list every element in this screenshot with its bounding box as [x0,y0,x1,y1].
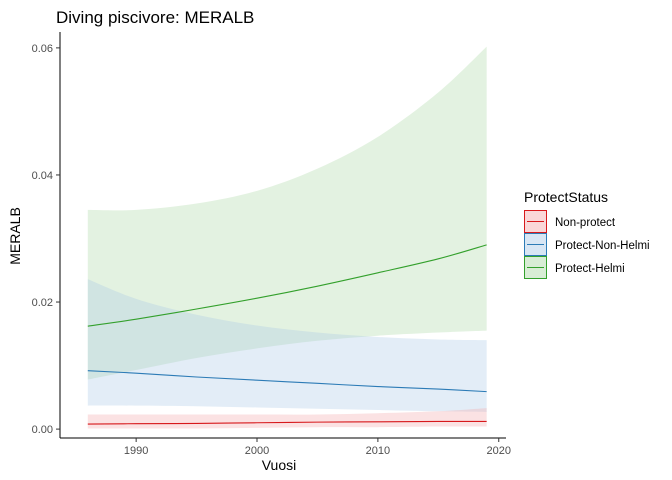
x-tick-label: 2020 [487,445,511,457]
y-tick-label: 0.04 [32,170,53,182]
y-tick-label: 0.00 [32,424,53,436]
x-tick-label: 2010 [366,445,390,457]
ribbon-protect-non-helmi [87,279,487,412]
line-protect-non-helmi [87,370,487,393]
line-protect-helmi [87,244,487,327]
ribbon-protect-helmi [87,46,487,380]
axes: 1990 2000 2010 2020 0.00 0.02 0.04 0.06 [32,32,511,457]
y-tick-label: 0.06 [32,43,53,55]
x-tick-label: 2000 [245,445,269,457]
series-lines [87,244,487,425]
legend-item-protect-non-helmi: Protect-Non-Helmi [524,233,650,256]
chart-title: Diving piscivore: MERALB [56,8,254,27]
legend: ProtectStatus Non-protect Protect-Non-Hel… [524,189,650,279]
legend-label-protect-non-helmi: Protect-Non-Helmi [555,240,650,252]
y-axis-title: MERALB [7,207,23,265]
legend-item-protect-helmi: Protect-Helmi [524,256,625,279]
legend-title: ProtectStatus [524,189,608,205]
line-non-protect [87,420,487,425]
legend-label-non-protect: Non-protect [555,217,616,229]
x-tick-label: 1990 [124,445,148,457]
ribbon-non-protect [87,408,487,429]
legend-item-non-protect: Non-protect [524,210,616,233]
y-tick-label: 0.02 [32,297,53,309]
x-axis-title: Vuosi [262,457,297,473]
legend-label-protect-helmi: Protect-Helmi [555,263,625,275]
confidence-bands [87,46,487,429]
